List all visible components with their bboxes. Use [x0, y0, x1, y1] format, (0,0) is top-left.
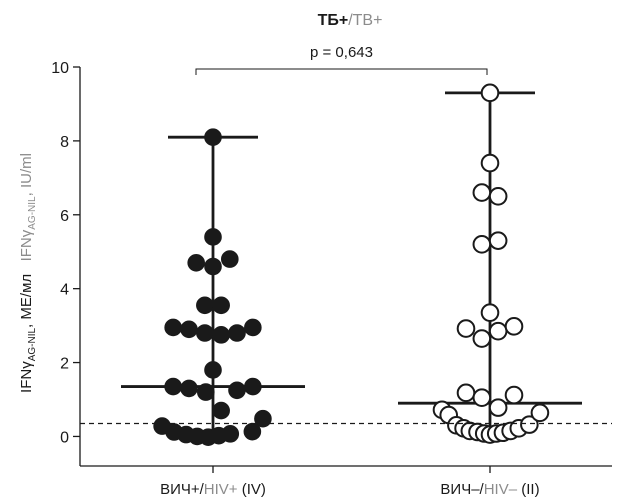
data-point [480, 303, 500, 322]
chart-title-secondary: ТВ+ [353, 12, 383, 29]
category-label-group-2: ВИЧ–/HIV– (II) [440, 481, 539, 498]
data-point [196, 296, 214, 315]
data-point [187, 254, 205, 272]
p-value-label: p = 0,643 [310, 44, 373, 61]
category-2-secondary: HIV– [484, 481, 518, 498]
category-1-main: ВИЧ+/ [160, 481, 205, 498]
y-axis-label: IFNγAG-NIL, МЕ/мл IFNγAG-NIL, IU/ml [18, 153, 38, 393]
data-point [472, 235, 492, 254]
data-point [204, 128, 222, 146]
data-point [244, 377, 262, 396]
data-point [504, 317, 524, 336]
y-axis-label-en-prefix: IFNγ [18, 229, 35, 261]
chart-title-separator: / [348, 12, 353, 29]
data-point [472, 183, 492, 202]
y-axis-label-ru-suffix: , МЕ/мл [18, 274, 35, 328]
data-point [480, 153, 500, 173]
data-point [488, 187, 508, 206]
data-point [180, 379, 198, 398]
category-2-suffix: (II) [517, 481, 540, 498]
y-tick-label: 8 [60, 134, 69, 151]
data-point [180, 320, 198, 339]
data-point [456, 383, 476, 403]
data-point [221, 425, 240, 443]
data-point [244, 318, 262, 337]
data-point [164, 377, 182, 396]
data-point [212, 326, 230, 344]
data-point [196, 324, 214, 342]
data-point [197, 383, 215, 401]
data-point [212, 296, 230, 315]
bracket-line [195, 68, 488, 75]
data-point [212, 401, 230, 420]
whiskers [121, 91, 582, 437]
data-point [520, 415, 539, 434]
data-point [243, 422, 262, 441]
category-1-secondary: HIV+ [204, 481, 238, 498]
data-point [204, 228, 222, 246]
data-point [504, 385, 524, 405]
data-point [228, 381, 246, 400]
data-point [204, 257, 222, 276]
data-point [480, 83, 500, 103]
chart-title: ТБ+/ТВ+ [318, 12, 383, 29]
y-tick-label: 6 [60, 208, 69, 225]
data-point [164, 318, 182, 337]
data-point [204, 361, 222, 379]
data-point [488, 321, 508, 341]
data-point [488, 398, 508, 417]
category-label-group-1: ВИЧ+/HIV+ (IV) [160, 481, 266, 498]
y-tick-label: 10 [51, 60, 69, 77]
data-point [456, 319, 476, 338]
comparison-bracket [195, 68, 488, 75]
category-2-main: ВИЧ–/ [440, 481, 484, 498]
y-tick-label: 4 [60, 282, 69, 299]
y-axis-label-ru-sub: AG-NIL [27, 328, 38, 362]
data-point [472, 388, 492, 407]
data-point [228, 324, 246, 342]
data-point [221, 250, 239, 268]
y-axis-label-ru-prefix: IFNγ [18, 361, 35, 393]
y-axis-label-en-suffix: , IU/ml [18, 153, 35, 196]
data-point [488, 231, 508, 250]
svg-text:IFNγAG-NIL, МЕ/мл IFNγAG-NIL,: IFNγAG-NIL, МЕ/мл IFNγAG-NIL, IU/ml [18, 153, 38, 393]
y-axis-label-en-sub: AG-NIL [27, 196, 38, 230]
category-1-suffix: (IV) [238, 481, 266, 498]
data-point [472, 329, 492, 348]
chart-title-main: ТБ+ [318, 12, 349, 29]
data-points [153, 83, 550, 446]
data-point [254, 409, 272, 428]
y-tick-label: 0 [60, 429, 69, 446]
data-point [530, 403, 550, 423]
axes: 0 2 4 6 8 10 [51, 60, 612, 473]
y-tick-label: 2 [60, 356, 69, 373]
